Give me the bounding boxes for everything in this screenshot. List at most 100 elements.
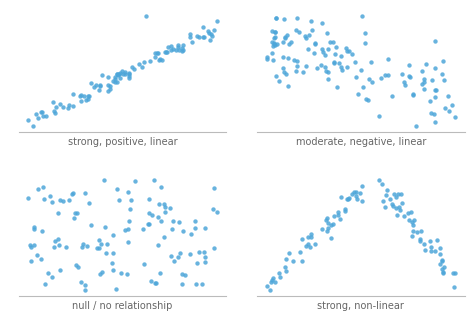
Point (281, 264, 289, 269)
Point (348, 51, 356, 56)
Point (293, 58, 301, 64)
Point (336, 60, 343, 66)
Point (353, 189, 360, 194)
Point (269, 57, 277, 62)
Point (125, 218, 133, 223)
Point (439, 269, 447, 275)
Point (337, 54, 345, 59)
Point (179, 43, 187, 48)
Point (157, 218, 165, 223)
Point (334, 209, 341, 215)
X-axis label: strong, positive, linear: strong, positive, linear (68, 137, 177, 147)
Point (192, 282, 200, 287)
Point (53, 104, 60, 109)
Point (409, 92, 417, 97)
Point (109, 79, 117, 84)
Point (375, 113, 383, 118)
Point (49, 275, 56, 280)
Point (108, 260, 116, 265)
Point (42, 114, 50, 119)
Point (146, 211, 153, 216)
Point (358, 198, 365, 204)
Point (175, 47, 182, 53)
Point (196, 250, 203, 255)
Point (95, 87, 102, 92)
Point (287, 39, 295, 44)
Point (135, 61, 142, 67)
Point (281, 16, 288, 22)
Point (353, 194, 360, 199)
Point (170, 259, 178, 264)
Point (269, 276, 277, 281)
Point (271, 280, 278, 285)
Point (65, 197, 73, 202)
Point (199, 34, 207, 40)
Point (84, 93, 91, 99)
Point (178, 48, 185, 53)
Point (142, 13, 150, 18)
Point (397, 191, 405, 197)
Point (151, 281, 159, 286)
Point (168, 226, 176, 232)
Point (324, 225, 332, 231)
Point (339, 68, 346, 73)
Point (154, 50, 161, 56)
Point (100, 178, 108, 183)
Point (270, 41, 278, 47)
Point (104, 88, 112, 94)
Point (81, 190, 89, 196)
Point (121, 69, 128, 74)
Point (348, 191, 356, 197)
Point (112, 76, 119, 82)
Point (279, 66, 287, 71)
Point (174, 44, 182, 49)
Point (436, 261, 444, 267)
Point (313, 65, 320, 70)
Point (337, 194, 345, 200)
Point (113, 79, 121, 84)
Point (56, 101, 64, 107)
Point (151, 54, 159, 59)
Point (167, 254, 174, 259)
Point (432, 87, 439, 92)
Point (285, 251, 293, 256)
Point (180, 228, 187, 234)
Point (145, 197, 153, 202)
Point (368, 79, 376, 84)
Point (401, 82, 408, 87)
Point (207, 37, 214, 42)
Point (74, 264, 82, 270)
Point (270, 35, 278, 41)
Point (50, 109, 57, 114)
Point (357, 67, 365, 73)
Point (449, 103, 456, 108)
Point (59, 104, 67, 110)
Point (323, 216, 330, 221)
Point (155, 215, 162, 220)
Point (30, 224, 37, 229)
Point (45, 271, 52, 276)
Point (96, 84, 104, 89)
Point (146, 58, 154, 64)
Point (319, 20, 326, 26)
Point (433, 237, 441, 243)
Point (131, 178, 138, 183)
Point (78, 99, 85, 104)
Point (352, 75, 360, 80)
Point (353, 197, 360, 202)
Point (70, 104, 77, 109)
Point (144, 221, 151, 227)
Point (302, 64, 310, 69)
Point (282, 35, 289, 40)
Point (87, 80, 94, 85)
Point (267, 279, 275, 285)
Point (82, 97, 90, 102)
Point (332, 44, 340, 49)
Point (430, 111, 438, 117)
Point (269, 50, 276, 56)
Point (363, 96, 370, 101)
Point (410, 91, 417, 97)
Point (39, 113, 46, 118)
Point (330, 60, 337, 66)
Point (440, 264, 448, 270)
